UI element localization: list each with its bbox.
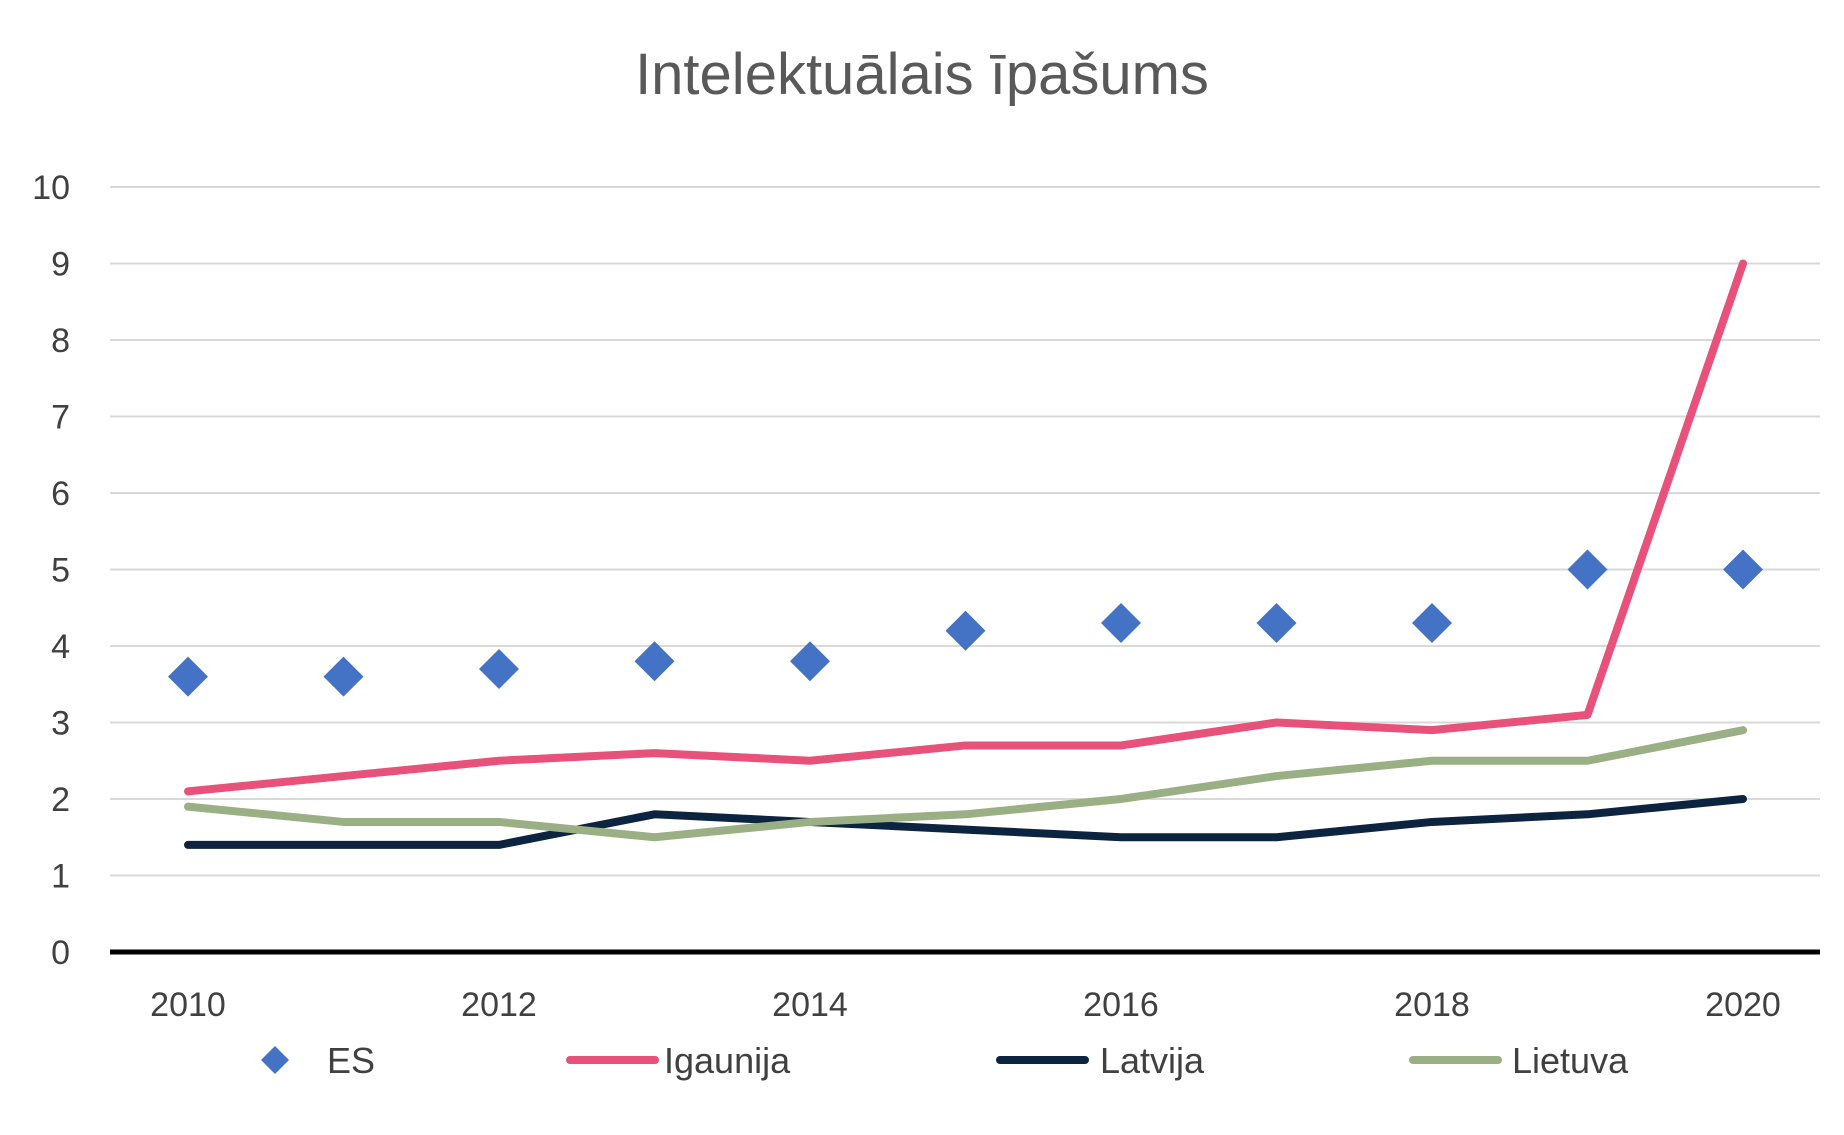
x-tick-label: 2016 <box>1083 986 1159 1024</box>
x-axis-ticks: 2010 2012 2014 2016 2018 2020 <box>150 986 1781 1024</box>
y-tick-label: 8 <box>51 322 70 360</box>
y-tick-label: 3 <box>51 705 70 743</box>
y-tick-label: 9 <box>51 246 70 284</box>
gridlines <box>110 186 1820 955</box>
data-point-es <box>790 641 830 682</box>
data-point-es <box>1412 603 1452 644</box>
y-tick-label: 7 <box>51 399 70 437</box>
series-line-lietuva <box>184 726 1747 842</box>
x-tick-label: 2018 <box>1394 986 1470 1024</box>
y-tick-label: 2 <box>51 781 70 819</box>
x-tick-label: 2020 <box>1705 986 1781 1024</box>
legend-label-es: ES <box>327 1040 375 1081</box>
data-point-es <box>1723 549 1763 590</box>
data-point-es <box>945 610 986 651</box>
data-point-es <box>1567 549 1608 590</box>
x-tick-label: 2012 <box>461 986 537 1024</box>
data-point-es <box>1101 603 1141 644</box>
y-tick-label: 5 <box>51 552 70 590</box>
legend-label-igaunija: Igaunija <box>664 1040 791 1081</box>
y-tick-label: 10 <box>32 169 70 207</box>
legend-swatch-es <box>261 1046 289 1074</box>
legend-label-latvija: Latvija <box>1100 1040 1205 1081</box>
y-tick-label: 6 <box>51 475 70 513</box>
y-tick-label: 1 <box>51 858 70 896</box>
data-point-es <box>168 656 208 697</box>
legend-label-lietuva: Lietuva <box>1512 1040 1629 1081</box>
x-tick-label: 2010 <box>150 986 226 1024</box>
chart-title: Intelektuālais īpašums <box>635 42 1209 107</box>
y-axis-ticks: 0 1 2 3 4 5 6 7 8 9 10 <box>32 169 70 972</box>
series-layer <box>168 259 1763 849</box>
data-point-es <box>1256 603 1297 644</box>
legend: ES Igaunija Latvija Lietuva <box>261 1040 1629 1081</box>
y-tick-label: 0 <box>51 934 70 972</box>
series-line-igaunija <box>184 259 1747 796</box>
series-line-latvija <box>184 795 1747 849</box>
x-tick-label: 2014 <box>772 986 848 1024</box>
data-point-es <box>479 648 519 689</box>
data-point-es <box>634 641 675 682</box>
data-point-es <box>323 656 364 697</box>
y-tick-label: 4 <box>51 628 70 666</box>
